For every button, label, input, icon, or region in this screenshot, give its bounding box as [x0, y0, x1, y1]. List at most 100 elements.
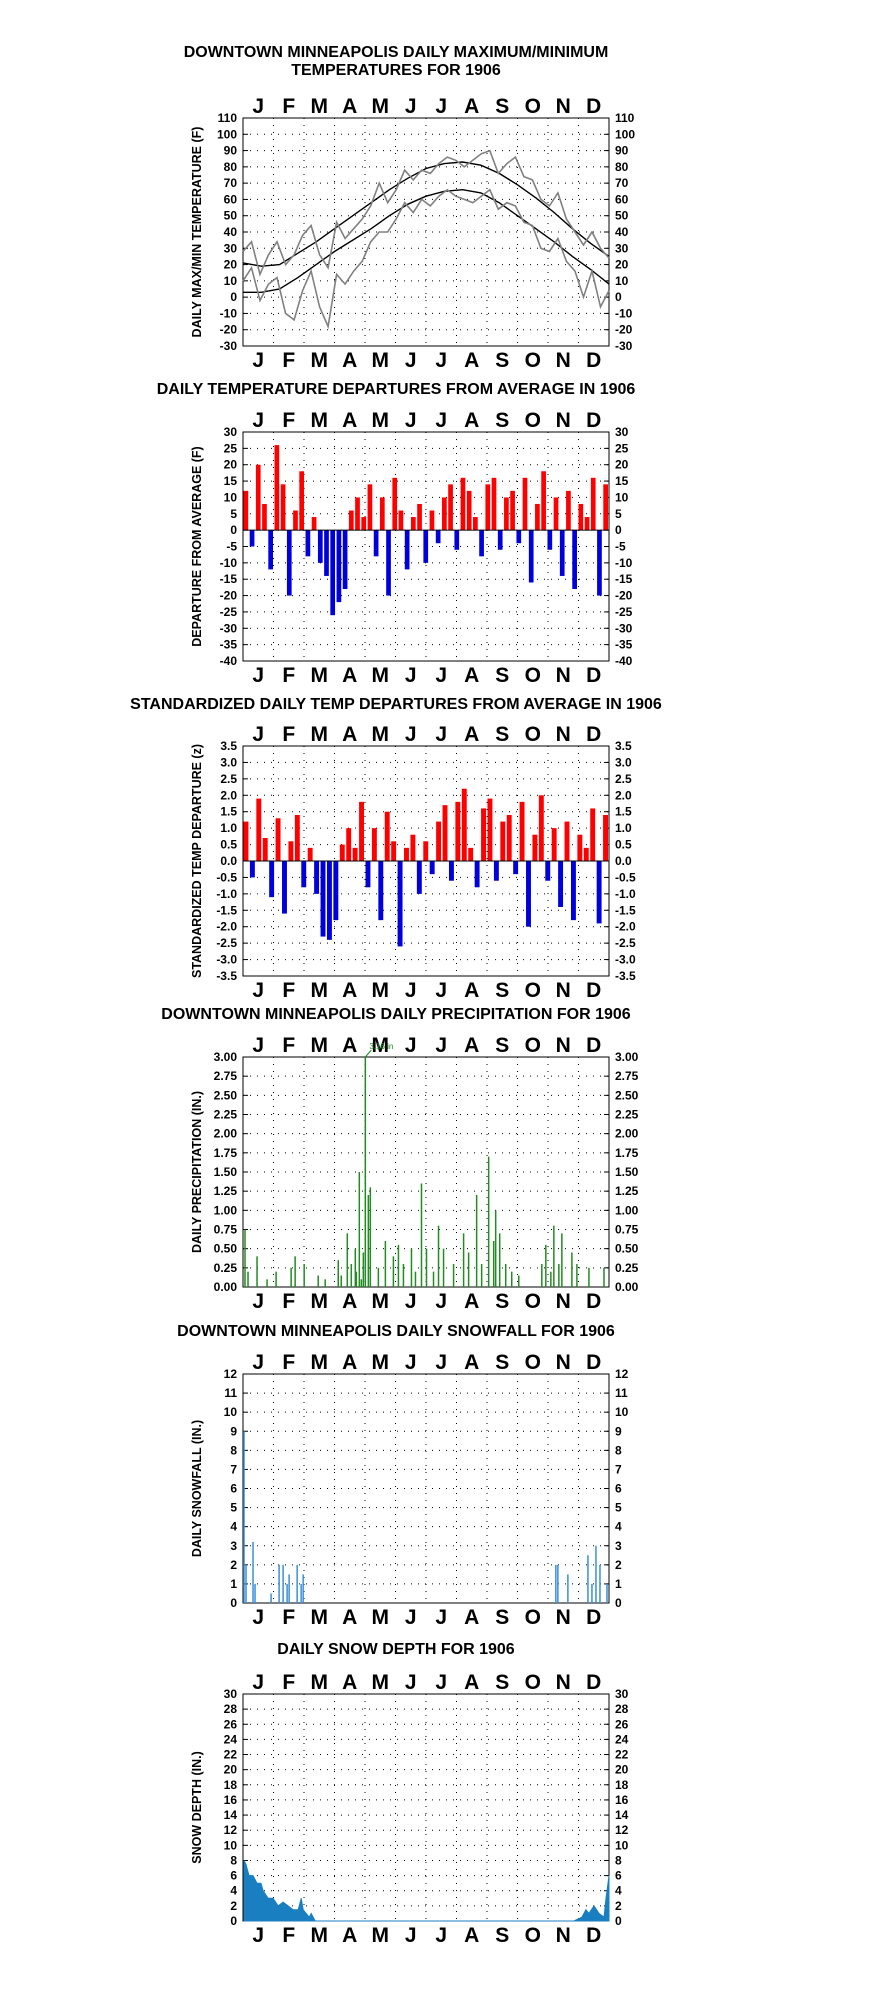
y-tick-label: 70 [224, 176, 238, 190]
month-label-bottom: J [252, 1924, 264, 1947]
departure-bar [566, 490, 571, 531]
departure-bar [324, 530, 329, 576]
y-tick-label-right: 22 [615, 1748, 629, 1762]
data-marks [243, 788, 609, 947]
month-label-top: N [556, 1671, 571, 1694]
y-tick-label-right: 8 [615, 1443, 622, 1457]
month-label-top: D [586, 723, 601, 746]
y-tick-label-right: -10 [615, 306, 633, 320]
departure-bar [333, 861, 339, 921]
y-tick-label-right: 7 [615, 1462, 622, 1476]
month-label-top: S [495, 1034, 509, 1057]
month-label-top: F [282, 1034, 295, 1057]
y-tick-label: 4 [230, 1520, 237, 1534]
departure-bar [359, 801, 364, 861]
month-label-bottom: A [342, 1606, 357, 1629]
month-label-bottom: J [435, 1290, 447, 1313]
y-tick-label: -40 [220, 654, 238, 668]
y-tick-label: -3.5 [216, 969, 237, 983]
y-tick-label: 1 [230, 1577, 237, 1591]
y-tick-label: 9 [230, 1424, 237, 1438]
month-label-top: N [556, 1351, 571, 1374]
departure-bar [455, 801, 461, 861]
departure-bar [474, 861, 480, 888]
y-tick-label-right: 1 [615, 1577, 622, 1591]
y-tick-label-right: 2.75 [615, 1069, 639, 1083]
y-tick-label: 20 [224, 258, 238, 272]
month-label-top: M [311, 95, 329, 118]
departure-bar [519, 801, 525, 861]
month-label-bottom: O [525, 1606, 541, 1629]
y-tick-label: 6 [230, 1869, 237, 1883]
departure-bar [468, 847, 474, 861]
month-label-top: S [495, 1351, 509, 1374]
y-tick-label-right: 0.50 [615, 1242, 639, 1256]
month-label-top: J [405, 409, 417, 432]
y-tick-label-right: 3.5 [615, 739, 632, 753]
month-label-top: J [405, 1034, 417, 1057]
y-tick-label-right: 1.5 [615, 805, 632, 819]
month-label-top: M [372, 95, 390, 118]
month-label-top: A [464, 723, 479, 746]
y-tick-label-right: -3.0 [615, 953, 636, 967]
month-label-bottom: J [435, 1924, 447, 1947]
departure-bar [479, 530, 484, 557]
month-label-top: J [405, 1351, 417, 1374]
y-tick-label: 10 [224, 490, 238, 504]
y-tick-label: -0.5 [216, 870, 237, 884]
month-label-top: M [372, 1671, 390, 1694]
y-tick-label: -2.5 [216, 936, 237, 950]
series-normal_high [242, 161, 610, 267]
month-label-bottom: J [405, 664, 417, 687]
month-label-top: A [342, 1034, 357, 1057]
month-label-top: J [435, 95, 447, 118]
departure-bar [545, 861, 551, 881]
y-tick-label-right: 12 [615, 1823, 629, 1837]
departure-bar [558, 861, 564, 907]
month-label-bottom: M [311, 979, 329, 1002]
month-label-bottom: D [586, 1290, 601, 1313]
month-label-top: J [435, 409, 447, 432]
y-tick-label-right: 60 [615, 192, 629, 206]
month-label-bottom: O [525, 664, 541, 687]
departure-bar [282, 861, 287, 914]
month-label-top: M [311, 1034, 329, 1057]
departure-bar [386, 530, 391, 596]
month-label-top: S [495, 723, 509, 746]
y-tick-label: -1.0 [216, 887, 237, 901]
departure-bar [373, 530, 379, 557]
departure-bar [367, 484, 373, 531]
departure-bar [485, 484, 491, 531]
y-tick-label: 30 [224, 1687, 238, 1701]
month-label-top: A [342, 409, 357, 432]
y-tick-label: 8 [230, 1853, 237, 1867]
data-marks: 3.16 in [244, 1042, 605, 1287]
month-label-bottom: F [282, 1606, 295, 1629]
y-tick-label: 20 [224, 458, 238, 472]
y-tick-label: 1.00 [214, 1203, 238, 1217]
month-label-top: J [252, 1034, 264, 1057]
y-tick-label-right: -0.5 [615, 870, 636, 884]
departure-bar [299, 471, 305, 531]
departure-bar [583, 847, 589, 861]
y-tick-label: 16 [224, 1793, 238, 1807]
y-tick-label-right: 5 [615, 1501, 622, 1515]
y-tick-label: 2 [230, 1558, 237, 1572]
y-tick-label-right: 30 [615, 241, 629, 255]
month-label-top: A [464, 409, 479, 432]
month-label-bottom: A [464, 1924, 479, 1947]
y-tick-label: 2.50 [214, 1088, 238, 1102]
departure-bar [274, 445, 280, 531]
y-tick-label-right: 2.0 [615, 788, 632, 802]
month-label-bottom: J [435, 979, 447, 1002]
y-tick-label: 60 [224, 192, 238, 206]
departure-bar [416, 861, 422, 894]
departure-bar [493, 861, 499, 881]
y-tick-label-right: -3.5 [615, 969, 636, 983]
month-label-bottom: N [556, 1924, 571, 1947]
y-tick-label-right: 2 [615, 1899, 622, 1913]
departure-bar [355, 497, 360, 531]
month-label-top: N [556, 409, 571, 432]
month-label-top: D [586, 1034, 601, 1057]
month-label-top: F [282, 1351, 295, 1374]
